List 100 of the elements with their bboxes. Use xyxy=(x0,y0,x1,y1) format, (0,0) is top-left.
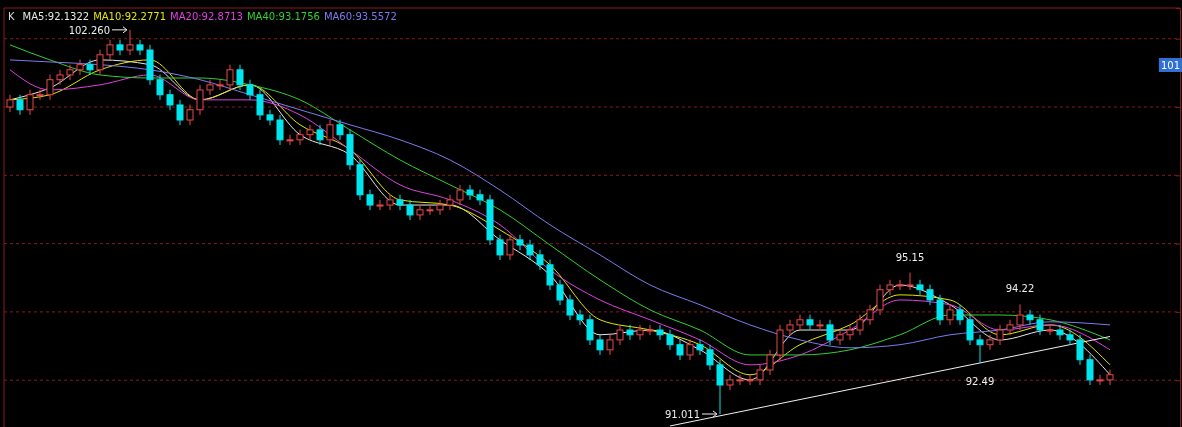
candlestick xyxy=(286,134,294,146)
candlestick xyxy=(1006,319,1014,336)
candlestick xyxy=(696,339,704,356)
text: MA40:93.1756 xyxy=(246,11,320,22)
candlestick xyxy=(896,279,904,291)
candlestick xyxy=(26,89,34,116)
candlestick xyxy=(266,109,274,126)
candlestick xyxy=(416,204,424,221)
annotation: K xyxy=(8,11,15,22)
candlestick xyxy=(96,49,104,76)
candlestick xyxy=(406,199,414,221)
candlestick xyxy=(766,349,774,376)
candlestick xyxy=(686,339,694,361)
candlestick xyxy=(116,39,124,56)
candlestick xyxy=(966,314,974,346)
candlestick xyxy=(756,364,764,386)
annotation: 91.011 xyxy=(665,408,700,420)
candlestick xyxy=(846,324,854,341)
candlestick xyxy=(866,304,874,326)
candlestick xyxy=(176,99,184,126)
candlestick xyxy=(316,124,324,146)
candlestick xyxy=(306,124,314,141)
candlestick xyxy=(806,314,814,331)
candlestick xyxy=(926,284,934,306)
candlestick xyxy=(826,319,834,346)
candlestick xyxy=(706,344,714,371)
candlestick xyxy=(196,84,204,116)
candlestick xyxy=(986,334,994,351)
candlestick xyxy=(626,324,634,341)
candlestick xyxy=(1096,374,1104,386)
candlestick xyxy=(556,279,564,306)
candlestick xyxy=(536,249,544,271)
candlestick xyxy=(576,309,584,326)
candlestick xyxy=(1066,329,1074,346)
candlestick xyxy=(836,329,844,346)
candlestick xyxy=(616,324,624,346)
candlestick xyxy=(276,114,284,146)
candlestick xyxy=(296,129,304,146)
candlestick xyxy=(156,74,164,101)
candlestick xyxy=(956,304,964,326)
candlestick xyxy=(506,234,514,261)
candlestick xyxy=(636,324,644,341)
candlestick xyxy=(236,64,244,91)
candlestick xyxy=(246,79,254,101)
candlestick xyxy=(76,59,84,76)
candlestick xyxy=(186,104,194,126)
candlestick xyxy=(106,39,114,61)
annotation: 92.49 xyxy=(965,376,995,388)
candlestick xyxy=(376,199,384,211)
candlestick xyxy=(36,89,44,101)
candlestick xyxy=(796,314,804,331)
candlestick xyxy=(916,279,924,296)
annotation: 102.260 xyxy=(68,24,110,36)
candlestick xyxy=(586,314,594,346)
candlestick xyxy=(336,119,344,141)
candlestick xyxy=(446,194,454,211)
candlestick xyxy=(456,184,464,206)
candlestick xyxy=(736,374,744,386)
text: MA10:92.2771 xyxy=(93,11,167,22)
candlestick xyxy=(906,272,914,291)
candlestick xyxy=(256,89,264,121)
candlestick xyxy=(676,339,684,361)
candlestick xyxy=(606,334,614,356)
text: MA20:92.8713 xyxy=(170,11,243,22)
candlestick xyxy=(16,94,24,116)
candlestick xyxy=(1056,324,1064,341)
annotation: 95.15 xyxy=(895,251,925,263)
candlestick xyxy=(856,314,864,336)
candlestick xyxy=(1026,309,1034,326)
candlestick xyxy=(726,374,734,391)
candlestick xyxy=(656,324,664,341)
candlestick xyxy=(1086,354,1094,386)
candlestick xyxy=(936,294,944,326)
annotation: 94.22 xyxy=(1005,283,1035,295)
candlestick xyxy=(326,119,334,146)
candlestick xyxy=(396,194,404,211)
candlestick xyxy=(746,374,754,386)
candlestick xyxy=(66,64,74,81)
candlestick xyxy=(6,94,14,113)
candlestick xyxy=(996,324,1004,346)
candlestick xyxy=(56,69,64,86)
candlestick xyxy=(46,74,54,101)
candlestick xyxy=(216,79,224,91)
candlestick xyxy=(546,259,554,291)
candlestick xyxy=(1106,369,1114,386)
candlestick xyxy=(566,294,574,321)
text: MA60:93.5572 xyxy=(323,11,397,22)
candlestick xyxy=(206,79,214,96)
candlestick xyxy=(946,304,954,326)
candlestick xyxy=(596,334,604,356)
candlestick xyxy=(646,324,654,336)
candlestick xyxy=(816,319,824,331)
candlestick xyxy=(786,319,794,336)
candlestick xyxy=(226,64,234,91)
candlestick xyxy=(526,239,534,261)
candlestick xyxy=(136,39,144,56)
candlestick xyxy=(876,284,884,316)
candlestick xyxy=(166,89,174,111)
candlestick xyxy=(516,234,524,251)
candlestick xyxy=(496,234,504,261)
